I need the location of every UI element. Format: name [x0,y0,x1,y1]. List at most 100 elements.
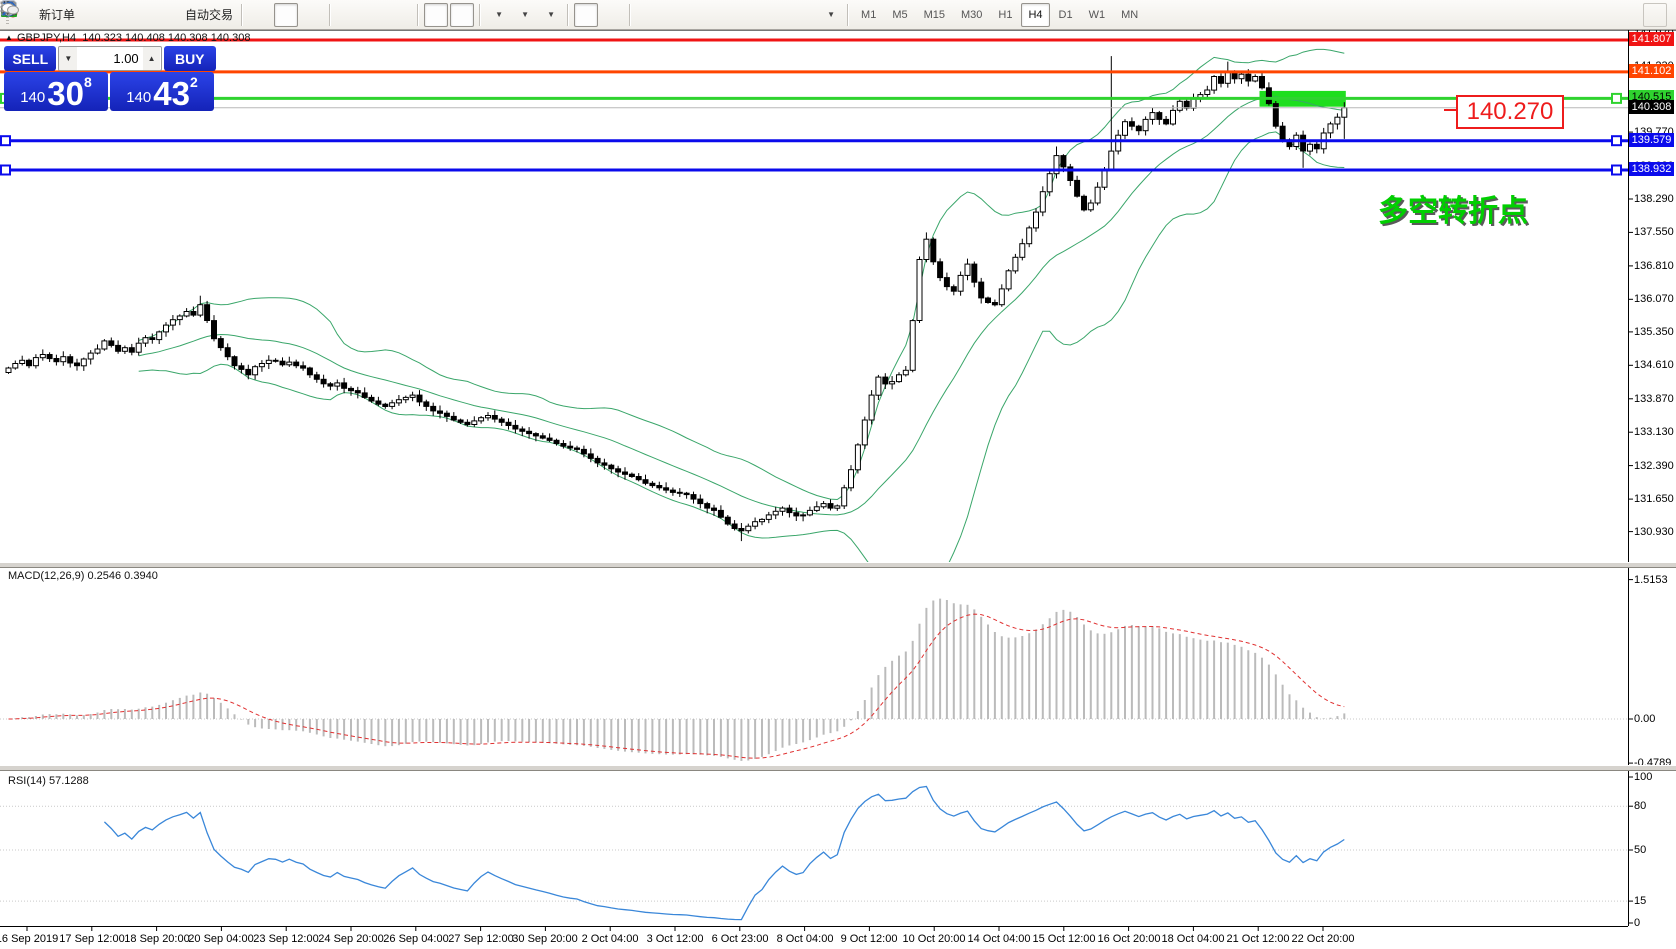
periods-button[interactable]: ▼ [1,1,536,27]
timeframe-w1[interactable]: W1 [1088,8,1106,21]
text-button[interactable]: A [3,1,790,27]
vertical-line-button[interactable] [7,1,660,27]
channel-button[interactable]: E [0,1,738,27]
volume-decrease-button[interactable]: ▼ [59,47,78,70]
candle [991,302,998,306]
search-button[interactable] [2,1,1641,27]
line-handle[interactable] [0,164,11,176]
bollinger-middle-band [138,96,1345,516]
buy-button[interactable]: BUY [163,46,216,71]
price-callout-label[interactable]: 140.270 [1456,95,1564,129]
candle [834,505,841,509]
timeframe-m5[interactable]: M5 [892,8,908,21]
candle [1307,143,1313,152]
horizontal-line-button[interactable] [1,3,686,27]
candle [423,401,430,407]
candle [1300,134,1307,152]
candle [1259,76,1265,89]
fibonacci-button[interactable]: F [1,2,764,27]
autotrade-button[interactable] [1,1,182,27]
candle [608,464,615,470]
candle [539,435,546,439]
text-label-button[interactable]: T [0,1,816,27]
candle [635,476,642,481]
signals-button[interactable] [1,1,156,27]
sell-price[interactable]: 140 30 8 [4,72,108,111]
volume-increase-button[interactable]: ▲ [142,47,161,70]
ticket-button[interactable] [2,2,104,27]
volume-input[interactable]: 1.00 [77,47,143,70]
candle [1135,125,1142,132]
candle [704,503,711,509]
candle [128,347,135,353]
sell-button[interactable]: SELL [4,46,57,71]
candle [176,315,183,321]
zoom-in-button[interactable] [2,2,360,27]
trendline-button[interactable] [1,1,712,27]
candle [1245,73,1252,82]
autotrade-label[interactable]: 自动交易 [185,8,234,22]
timeframe-h4[interactable]: H4 [1021,2,1050,27]
annotation-text[interactable]: 多空转折点 [1378,195,1528,228]
crosshair-button[interactable] [1,1,624,27]
toolbar-separator [629,3,632,26]
candle [943,277,950,288]
candle [1170,109,1176,125]
candle [217,338,224,349]
timeframe-m30[interactable]: M30 [961,8,983,21]
candle [375,400,382,405]
candle [1265,87,1272,105]
candle [115,344,122,352]
templates-button[interactable]: ▼ [1,2,562,27]
candle [580,448,587,455]
candle [430,405,437,412]
cursor-button[interactable] [4,1,599,27]
candle [272,359,279,362]
candle [1101,168,1108,188]
auto-scroll-button[interactable] [1,2,449,27]
line-chart-button[interactable] [1,2,324,27]
candle [738,528,745,532]
candle [1341,107,1348,118]
candle [1067,166,1074,181]
candle [519,428,526,432]
candle [491,415,498,420]
timeframe-h1[interactable]: H1 [998,8,1013,21]
candle [293,361,300,367]
toolbar-separator [417,3,420,26]
panel-separator[interactable] [0,562,1676,568]
candle [1279,125,1286,141]
timeframe-d1[interactable]: D1 [1058,8,1073,21]
chart-shift-button[interactable] [1,2,475,27]
sell-price-main: 30 [47,74,84,112]
candle [916,259,923,321]
symbol-collapse-arrow[interactable]: ▲ [5,33,13,42]
line-handle[interactable] [1611,92,1622,104]
line-handle[interactable] [1611,164,1622,176]
timeframe-m15[interactable]: M15 [923,8,945,21]
terminal-button[interactable] [1,2,130,27]
bar-chart-button[interactable] [1,2,272,27]
chat-button[interactable] [1,2,1667,27]
buy-price[interactable]: 140 43 2 [110,72,214,111]
tile-windows-button[interactable] [1,2,412,27]
candle [1272,103,1279,127]
candle [80,358,87,367]
indicators-button[interactable]: ▼ [1,1,510,27]
candle [135,342,142,353]
timeframe-mn[interactable]: MN [1121,8,1139,21]
candle [1012,256,1019,272]
candle [26,359,32,367]
candle [39,354,46,359]
line-handle[interactable] [1611,135,1622,147]
candlestick-button[interactable] [1,2,299,27]
zoom-out-button[interactable] [2,2,386,27]
timeframe-m1[interactable]: M1 [861,8,877,21]
new-order-label[interactable]: 新订单 [39,8,76,22]
line-handle[interactable] [0,135,11,147]
arrows-button[interactable]: ▼ [2,2,842,27]
panel-separator[interactable] [0,765,1676,771]
candle [594,457,601,464]
candle [1334,116,1341,125]
